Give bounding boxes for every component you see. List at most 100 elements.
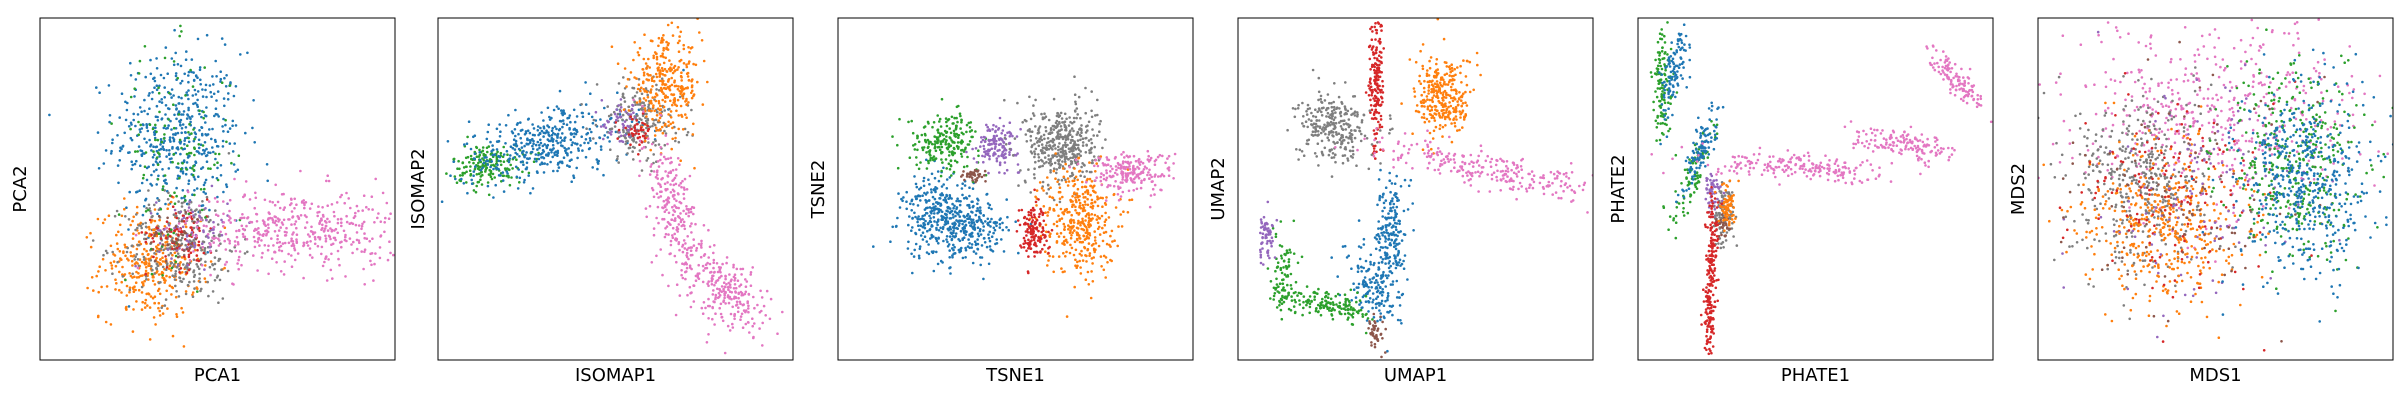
scatter-point — [992, 231, 995, 235]
scatter-point — [324, 224, 328, 228]
scatter-point — [1017, 171, 1021, 174]
scatter-point — [302, 244, 305, 248]
scatter-point — [183, 266, 187, 269]
scatter-point — [123, 243, 127, 247]
scatter-point — [525, 161, 529, 165]
scatter-point — [90, 276, 94, 279]
scatter-point — [1090, 115, 1094, 119]
scatter-point — [957, 224, 961, 227]
scatter-point — [153, 272, 156, 275]
scatter-point — [575, 166, 578, 170]
scatter-point — [196, 76, 199, 79]
scatter-point — [381, 191, 385, 195]
scatter-point — [354, 211, 357, 215]
scatter-point — [111, 250, 114, 254]
scatter-point — [723, 285, 727, 289]
scatter-point — [1064, 141, 1067, 144]
scatter-point — [505, 149, 509, 153]
scatter-point — [726, 295, 730, 299]
scatter-point — [505, 174, 508, 178]
scatter-point — [146, 272, 150, 275]
scatter-point — [153, 136, 157, 140]
scatter-point — [950, 115, 954, 119]
scatter-point — [207, 236, 210, 239]
scatter-point — [911, 216, 914, 220]
scatter-point — [519, 160, 523, 164]
scatter-point — [400, 227, 403, 230]
scatter-point — [279, 226, 283, 229]
scatter-point — [184, 292, 188, 296]
scatter-point — [130, 123, 133, 126]
scatter-point — [176, 243, 180, 246]
scatter-point — [953, 245, 956, 249]
scatter-point — [145, 141, 148, 144]
scatter-point — [613, 112, 617, 116]
scatter-point — [147, 165, 150, 169]
scatter-point — [661, 273, 664, 277]
scatter-point — [986, 202, 990, 205]
scatter-point — [562, 109, 565, 112]
scatter-point — [164, 178, 167, 182]
scatter-point — [747, 304, 750, 308]
scatter-point — [177, 295, 181, 298]
scatter-point — [293, 248, 297, 252]
scatter-point — [647, 141, 650, 144]
scatter-point — [749, 273, 752, 276]
scatter-point — [621, 118, 624, 122]
scatter-point — [135, 213, 138, 216]
scatter-point — [645, 78, 648, 81]
scatter-point — [466, 191, 469, 195]
scatter-point — [682, 192, 685, 196]
scatter-point — [603, 134, 606, 137]
scatter-point — [179, 267, 183, 270]
scatter-point — [1103, 223, 1107, 227]
scatter-point — [973, 240, 977, 243]
scatter-point — [935, 201, 939, 204]
scatter-point — [150, 241, 153, 244]
scatter-point — [507, 175, 510, 179]
scatter-point — [551, 126, 554, 130]
scatter-point — [185, 161, 189, 164]
scatter-point — [519, 136, 522, 140]
scatter-point — [514, 134, 517, 138]
scatter-point — [133, 95, 136, 98]
scatter-point — [995, 159, 999, 163]
scatter-point — [976, 207, 979, 210]
scatter-point — [137, 272, 140, 275]
scatter-point — [1013, 137, 1017, 140]
scatter-point — [192, 280, 196, 283]
scatter-point — [666, 157, 670, 160]
scatter-point — [143, 45, 147, 48]
scatter-point — [919, 199, 922, 202]
scatter-point — [205, 160, 209, 163]
scatter-point — [496, 150, 499, 154]
scatter-point — [1076, 139, 1080, 142]
scatter-point — [992, 134, 996, 138]
scatter-point — [212, 234, 216, 238]
scatter-point — [978, 229, 982, 233]
scatter-point — [671, 188, 675, 192]
scatter-point — [633, 129, 637, 132]
scatter-point — [740, 273, 743, 276]
scatter-point — [314, 238, 317, 241]
scatter-point — [233, 177, 236, 181]
scatter-point — [539, 126, 542, 130]
scatter-point — [980, 136, 983, 139]
scatter-point — [187, 74, 190, 77]
scatter-point — [1060, 217, 1064, 220]
scatter-point — [953, 159, 957, 163]
scatter-point — [470, 182, 474, 185]
scatter-point — [674, 206, 678, 209]
scatter-point — [217, 115, 220, 118]
scatter-point — [326, 229, 330, 232]
scatter-point — [232, 94, 236, 98]
scatter-point — [462, 182, 466, 185]
scatter-point — [979, 233, 983, 236]
scatter-point — [653, 123, 657, 127]
scatter-point — [768, 317, 772, 321]
scatter-point — [267, 211, 271, 214]
scatter-point — [508, 183, 512, 187]
scatter-point — [993, 137, 996, 141]
scatter-point — [218, 257, 222, 261]
scatter-point — [386, 258, 390, 262]
